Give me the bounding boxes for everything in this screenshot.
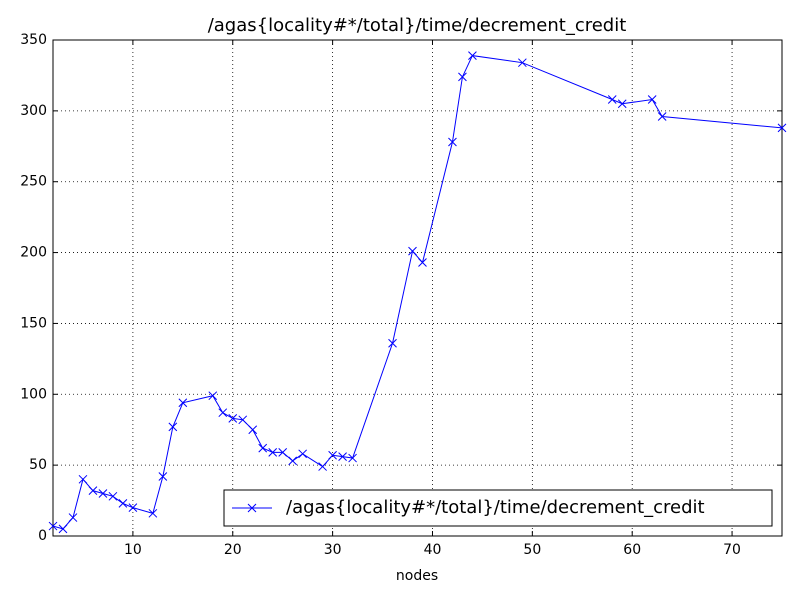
y-tick-label: 250 — [20, 174, 47, 190]
marker — [288, 456, 298, 466]
marker — [108, 491, 118, 501]
y-tick-label: 150 — [20, 315, 47, 331]
marker — [228, 414, 238, 423]
x-tick-label: 10 — [124, 542, 142, 558]
marker — [268, 448, 278, 457]
marker — [128, 503, 138, 513]
marker — [468, 51, 477, 60]
y-tick-label: 350 — [20, 32, 47, 48]
marker — [238, 415, 248, 425]
legend-label: /agas{locality#*/total}/time/decrement_c… — [286, 497, 705, 518]
marker — [518, 58, 527, 68]
marker — [78, 474, 88, 484]
x-tick-label: 50 — [523, 542, 541, 558]
legend-box — [223, 489, 773, 527]
legend: /agas{locality#*/total}/time/decrement_c… — [223, 489, 773, 527]
y-tick-label: 200 — [20, 245, 47, 261]
marker — [388, 338, 397, 348]
x-tick-label: 40 — [424, 542, 442, 558]
marker — [348, 453, 357, 463]
marker — [168, 422, 178, 432]
marker — [178, 398, 188, 408]
y-tick-label: 300 — [20, 103, 47, 119]
marker — [418, 258, 427, 267]
y-tick-label: 100 — [20, 386, 47, 402]
marker — [68, 513, 78, 522]
marker — [48, 521, 58, 531]
marker — [208, 391, 218, 401]
x-tick-label: 70 — [723, 542, 741, 558]
marker — [98, 489, 108, 498]
x-tick-label: 20 — [224, 542, 242, 558]
marker — [118, 499, 128, 508]
marker — [607, 95, 617, 104]
y-tick-label: 50 — [29, 457, 47, 473]
marker — [258, 443, 268, 453]
marker — [58, 524, 68, 534]
marker — [278, 448, 288, 457]
marker — [158, 472, 168, 481]
marker — [248, 425, 258, 435]
marker — [408, 246, 417, 256]
chart-title: /agas{locality#*/total}/time/decrement_c… — [208, 15, 627, 36]
marker — [448, 137, 457, 147]
marker — [657, 112, 667, 121]
marker — [148, 508, 158, 518]
x-axis-label: nodes — [396, 568, 438, 584]
marker — [298, 449, 308, 459]
marker — [458, 72, 467, 82]
x-tick-label: 60 — [623, 542, 641, 558]
marker — [328, 450, 337, 460]
marker — [617, 99, 627, 109]
marker — [247, 503, 257, 513]
marker — [647, 95, 657, 104]
plot-frame — [52, 39, 783, 537]
marker — [338, 452, 347, 461]
marker — [777, 123, 787, 133]
marker — [318, 462, 327, 471]
marker — [218, 408, 228, 418]
marker — [88, 486, 98, 496]
x-tick-label: 30 — [324, 542, 342, 558]
y-tick-label: 0 — [38, 528, 47, 544]
